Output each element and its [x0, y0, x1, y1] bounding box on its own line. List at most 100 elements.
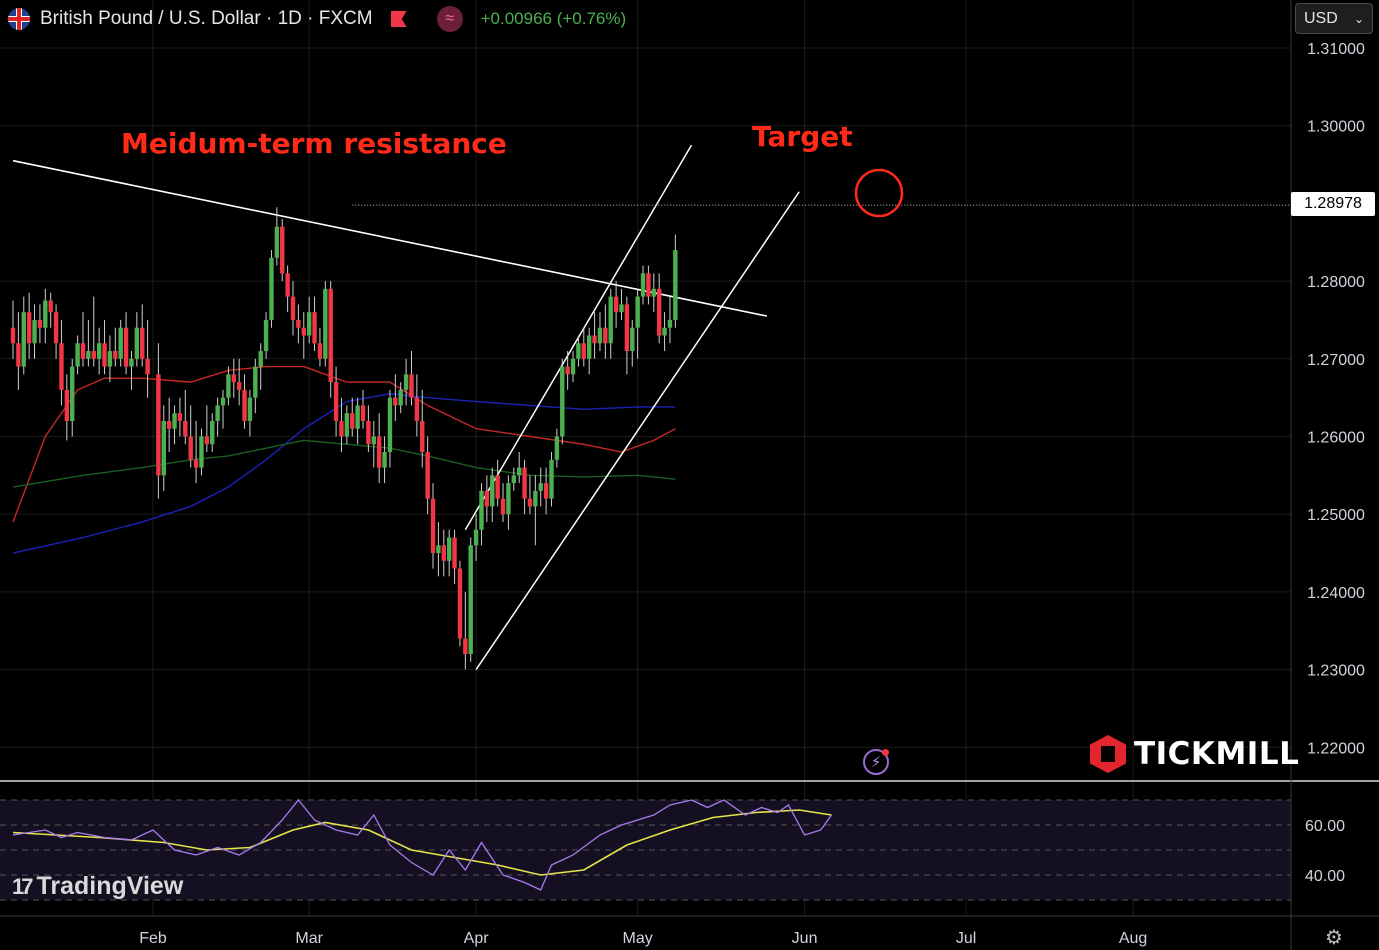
candle-bearish[interactable] — [242, 374, 247, 429]
candle-bullish[interactable] — [387, 389, 393, 468]
candle-bearish[interactable] — [656, 273, 662, 344]
candle-bullish[interactable] — [619, 288, 624, 320]
candle-bearish[interactable] — [430, 483, 436, 569]
candle-bearish[interactable] — [613, 281, 619, 328]
candle-bearish[interactable] — [312, 296, 317, 352]
candle-bearish[interactable] — [393, 374, 398, 421]
candle-bullish[interactable] — [323, 281, 328, 367]
candle-bullish[interactable] — [70, 358, 75, 437]
candle-bullish[interactable] — [32, 304, 37, 359]
candle-bearish[interactable] — [166, 397, 172, 453]
candle-bearish[interactable] — [140, 304, 145, 367]
candle-bearish[interactable] — [457, 560, 463, 647]
candle-bearish[interactable] — [452, 529, 457, 585]
candle-bearish[interactable] — [543, 467, 549, 515]
candle-bearish[interactable] — [145, 319, 150, 398]
candle-bullish[interactable] — [172, 405, 177, 445]
candle-bullish[interactable] — [274, 207, 280, 266]
candle-bearish[interactable] — [350, 397, 355, 437]
candle-bullish[interactable] — [673, 234, 678, 328]
candle-bullish[interactable] — [560, 358, 565, 445]
candle-bearish[interactable] — [328, 281, 333, 398]
candle-bullish[interactable] — [506, 475, 511, 530]
candle-bullish[interactable] — [306, 296, 312, 344]
candle-bearish[interactable] — [333, 366, 339, 437]
candle-bullish[interactable] — [161, 405, 166, 491]
candle-bearish[interactable] — [183, 389, 188, 445]
lightning-icon[interactable]: ⚡ — [863, 749, 889, 775]
candle-bullish[interactable] — [576, 335, 581, 367]
candle-bullish[interactable] — [107, 335, 113, 383]
wave-icon[interactable]: ≈ — [436, 6, 463, 32]
candle-bullish[interactable] — [549, 452, 554, 507]
candle-bearish[interactable] — [495, 459, 500, 507]
candle-bearish[interactable] — [231, 358, 236, 398]
candle-bullish[interactable] — [344, 405, 350, 445]
candle-bearish[interactable] — [26, 292, 32, 359]
candle-bullish[interactable] — [608, 288, 613, 359]
candle-bullish[interactable] — [554, 428, 560, 468]
candle-bullish[interactable] — [651, 273, 657, 313]
candle-bullish[interactable] — [371, 420, 376, 468]
candle-bullish[interactable] — [226, 366, 231, 406]
candle-bearish[interactable] — [188, 405, 193, 468]
candle-bearish[interactable] — [441, 529, 446, 577]
candle-bearish[interactable] — [376, 413, 382, 484]
candle-bearish[interactable] — [80, 312, 86, 367]
candle-bullish[interactable] — [258, 343, 263, 390]
candle-bullish[interactable] — [403, 358, 409, 406]
candle-bullish[interactable] — [640, 265, 646, 305]
candle-bearish[interactable] — [285, 265, 290, 313]
flag-icon[interactable] — [390, 11, 407, 27]
price-pane[interactable] — [0, 0, 1291, 916]
candle-bearish[interactable] — [48, 292, 53, 328]
candle-bearish[interactable] — [425, 436, 430, 515]
candle-bullish[interactable] — [382, 436, 387, 484]
candle-bullish[interactable] — [199, 428, 204, 476]
candle-bearish[interactable] — [414, 374, 420, 437]
candle-bullish[interactable] — [355, 397, 360, 445]
candle-bearish[interactable] — [10, 300, 16, 359]
candle-bullish[interactable] — [570, 351, 576, 383]
candle-bullish[interactable] — [630, 319, 635, 367]
candle-bullish[interactable] — [511, 467, 516, 491]
candle-bullish[interactable] — [586, 327, 592, 375]
candle-bearish[interactable] — [360, 389, 366, 429]
candle-bullish[interactable] — [21, 296, 26, 375]
candle-bullish[interactable] — [479, 483, 484, 546]
candle-bearish[interactable] — [420, 389, 425, 468]
candle-bearish[interactable] — [317, 327, 323, 367]
candle-bearish[interactable] — [102, 319, 107, 375]
candle-bullish[interactable] — [662, 312, 667, 352]
candle-bearish[interactable] — [123, 312, 129, 375]
candle-bearish[interactable] — [53, 304, 59, 359]
candle-bearish[interactable] — [91, 296, 96, 367]
candle-bearish[interactable] — [193, 420, 199, 484]
rsi-pane[interactable] — [0, 798, 1291, 901]
candle-bearish[interactable] — [16, 312, 21, 390]
candle-bearish[interactable] — [592, 312, 597, 359]
candle-bullish[interactable] — [473, 514, 479, 561]
candle-bearish[interactable] — [484, 475, 490, 522]
candle-bullish[interactable] — [129, 351, 134, 390]
candle-bullish[interactable] — [43, 288, 48, 344]
candle-bullish[interactable] — [533, 475, 538, 546]
candle-bullish[interactable] — [263, 312, 269, 359]
candle-bearish[interactable] — [204, 405, 210, 453]
candle-bullish[interactable] — [96, 327, 102, 375]
candle-bullish[interactable] — [597, 312, 603, 352]
candle-bearish[interactable] — [290, 281, 296, 336]
candle-bullish[interactable] — [436, 521, 441, 577]
candle-bearish[interactable] — [296, 304, 301, 344]
currency-selector[interactable]: USD ⌄ — [1295, 3, 1373, 34]
candle-bearish[interactable] — [37, 304, 43, 344]
candle-bullish[interactable] — [75, 335, 80, 375]
candle-bearish[interactable] — [581, 327, 586, 367]
candle-bearish[interactable] — [339, 397, 344, 453]
candle-bullish[interactable] — [490, 467, 495, 522]
candle-bullish[interactable] — [220, 389, 226, 429]
candle-bearish[interactable] — [113, 327, 118, 367]
candle-bullish[interactable] — [269, 250, 274, 328]
candle-bearish[interactable] — [409, 351, 414, 406]
candle-bearish[interactable] — [500, 483, 506, 522]
